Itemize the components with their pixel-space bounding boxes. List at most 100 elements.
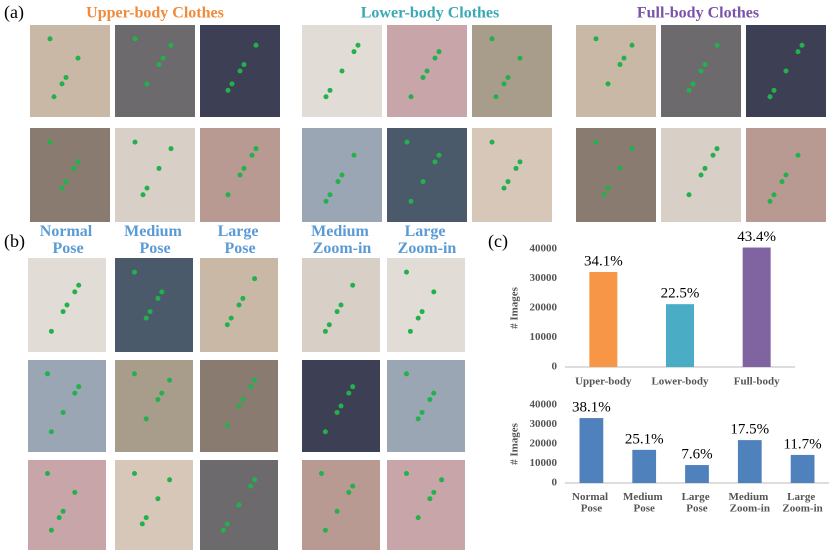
keypoint [415,416,421,422]
keypoint [346,489,352,495]
bar-annotation: 38.1% [572,400,611,416]
photo [115,258,193,352]
keypoint [513,165,519,171]
keypoint [237,68,243,74]
keypoint [322,429,328,435]
y-axis-label: # Images [509,286,521,329]
keypoint [240,295,246,301]
keypoint [350,384,356,390]
keypoint [252,377,258,383]
bar [790,454,815,483]
bar [685,465,709,483]
bar-annotation: 7.6% [681,446,712,462]
keypoint [51,94,57,100]
keypoint [436,49,442,55]
bar-annotation: 34.1% [584,253,623,269]
keypoint [489,36,495,42]
keypoint [327,192,333,198]
keypoint [48,527,54,533]
keypoint [248,384,254,390]
keypoint [319,471,324,476]
x-tick-label: Upper-body [575,376,632,388]
photo [30,128,110,222]
keypoint [404,371,409,377]
bar-annotation: 43.4% [737,229,776,245]
bar [737,440,762,483]
keypoint [156,62,162,68]
keypoint [248,483,254,489]
photo [387,128,467,222]
keypoint [767,198,773,204]
keypoint [698,68,704,74]
pose-title: Large Pose [218,223,263,257]
keypoint [159,390,165,396]
bar [579,418,604,483]
keypoint [415,315,421,321]
keypoint [220,527,226,533]
keypoint [334,309,340,315]
keypoint [404,471,409,476]
keypoint [702,165,708,171]
keypoint [322,527,328,533]
keypoint [60,508,66,514]
keypoint [326,322,332,328]
photo [30,25,110,117]
keypoint [795,49,801,55]
x-tick-label: Large Zoom-in [782,491,822,515]
keypoint [252,477,258,483]
photo [28,460,106,550]
panel-label: (a) [4,2,24,23]
photo [387,460,465,550]
keypoint [56,515,62,521]
keypoint [408,198,414,204]
keypoint [236,502,242,508]
keypoint [335,179,341,185]
keypoint [431,489,437,495]
keypoint [501,81,507,87]
keypoint [427,496,433,502]
x-tick-label: Normal Pose [572,491,611,515]
keypoint [72,289,78,295]
photo [28,360,106,452]
keypoint [59,185,65,191]
keypoint [355,42,361,48]
bar [632,449,657,483]
keypoint [48,328,54,334]
keypoint [72,489,78,495]
keypoint [249,152,255,158]
keypoint [224,521,230,527]
keypoint [147,309,153,315]
keypoint [132,269,137,275]
keypoint [517,159,523,165]
keypoint [629,146,635,152]
keypoint [795,152,801,158]
group-title: Lower-body Clothes [361,5,500,22]
keypoint [75,55,81,61]
keypoint [427,397,433,403]
keypoint [501,185,507,191]
keypoint [63,179,69,185]
keypoint [132,471,137,476]
y-axis-label: # Images [509,422,521,465]
y-tick-label: 40000 [530,243,558,255]
keypoint [431,289,437,295]
keypoint [45,371,50,377]
keypoint [517,55,523,61]
keypoint [224,422,230,428]
keypoint [339,172,345,178]
keypoint [799,42,805,48]
keypoint [339,68,345,74]
keypoint [407,328,413,334]
keypoint [432,159,438,165]
keypoint [505,74,511,80]
keypoint [237,172,243,178]
photo [576,128,656,222]
keypoint [505,179,511,185]
photo [115,360,193,452]
keypoint [334,508,340,514]
keypoint [143,416,149,422]
panel-label: (b) [4,231,25,252]
keypoint [225,192,231,198]
keypoint [240,397,246,403]
keypoint [225,87,231,93]
